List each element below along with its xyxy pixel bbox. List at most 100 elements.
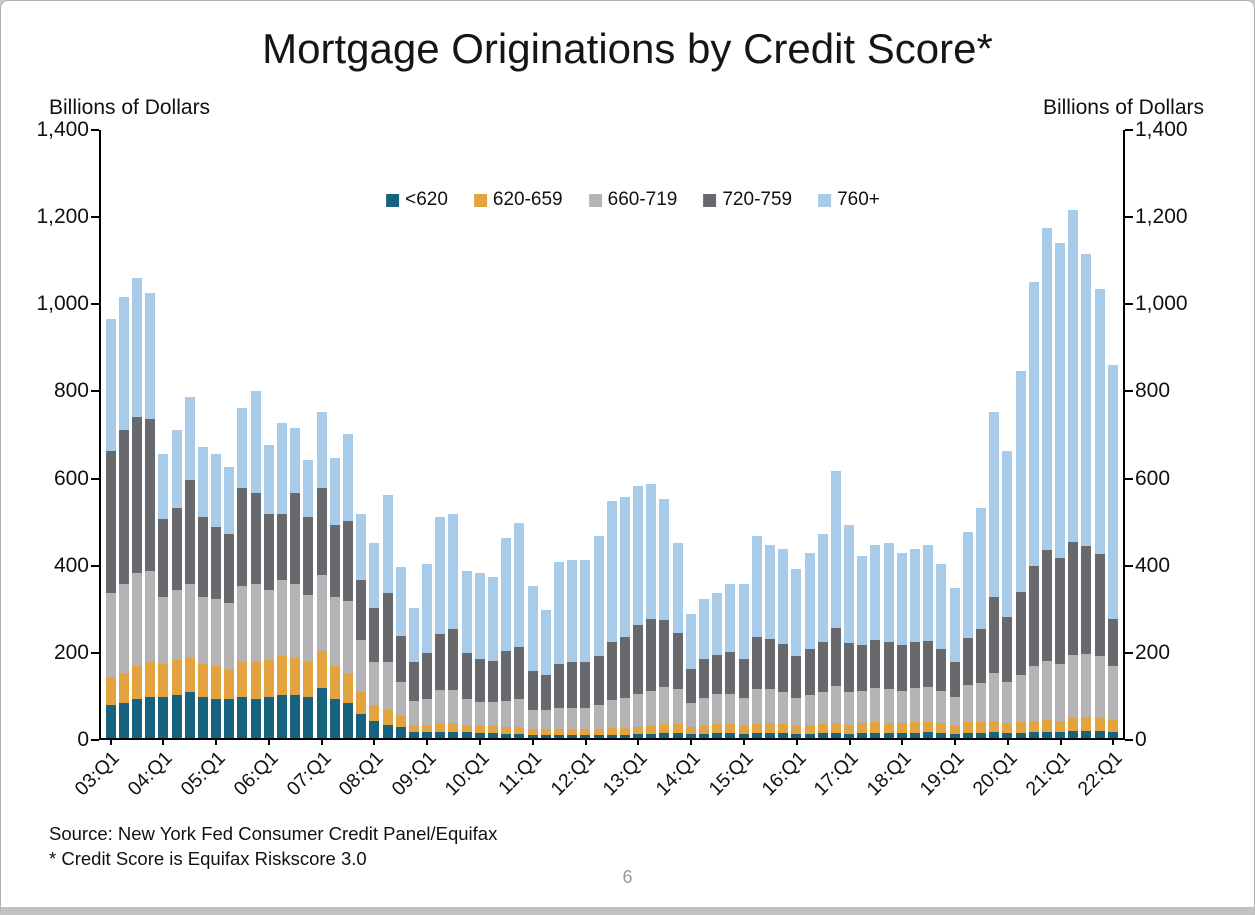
bar	[580, 130, 591, 738]
bar-segment	[764, 544, 775, 639]
x-tick-label: 15:Q1	[704, 747, 758, 801]
bar-segment	[751, 732, 762, 738]
bar	[593, 130, 604, 738]
bar-segment	[791, 697, 802, 726]
bar-segment	[514, 727, 525, 734]
legend-label: 660-719	[607, 189, 678, 210]
bar	[408, 130, 419, 738]
bar-segment	[422, 564, 433, 654]
bar	[857, 130, 868, 738]
bar-segment	[659, 687, 670, 725]
bar-segment	[290, 583, 301, 658]
bar-segment	[1068, 655, 1079, 719]
bar-segment	[949, 733, 960, 738]
legend: <620 620-659 660-719 720-759 760+	[386, 189, 880, 211]
bar-segment	[685, 668, 696, 704]
x-tick-label: 14:Q1	[651, 747, 705, 801]
bar-segment	[290, 657, 301, 695]
bar-segment	[1081, 654, 1092, 718]
bar-segment	[316, 651, 327, 689]
bar-segment	[936, 723, 947, 733]
bar-segment	[514, 523, 525, 647]
bar	[277, 130, 288, 738]
bar-segment	[1081, 253, 1092, 546]
bar-segment	[488, 726, 499, 733]
bar-segment	[382, 709, 393, 725]
bar-segment	[712, 693, 723, 725]
bar-segment	[896, 690, 907, 724]
bar-segment	[369, 542, 380, 608]
bar-segment	[699, 697, 710, 726]
bar-segment	[804, 553, 815, 650]
bar-segment	[171, 507, 182, 591]
bar-segment	[118, 703, 129, 738]
bar-segment	[725, 732, 736, 738]
bar-segment	[844, 725, 855, 734]
bar	[1041, 130, 1052, 738]
bar-segment	[184, 583, 195, 658]
chart-title: Mortgage Originations by Credit Score*	[262, 25, 993, 72]
bar-segment	[870, 722, 881, 733]
bar-segment	[633, 726, 644, 734]
bar-segment	[989, 412, 1000, 597]
bar-segment	[830, 686, 841, 724]
bar-segment	[606, 501, 617, 642]
bar-segment	[118, 297, 129, 430]
bar-segment	[105, 677, 116, 706]
bar-segment	[1028, 720, 1039, 732]
bar-segment	[395, 727, 406, 738]
bar	[606, 130, 617, 738]
x-tick-mark	[215, 738, 218, 745]
bar-segment	[659, 732, 670, 738]
legend-swatch	[473, 193, 487, 207]
bar-segment	[145, 292, 156, 419]
bar-segment	[1015, 732, 1026, 738]
bar	[791, 130, 802, 738]
bar-segment	[857, 732, 868, 738]
bar-segment	[184, 692, 195, 738]
bar	[105, 130, 116, 738]
bar-segment	[342, 434, 353, 521]
bar-segment	[237, 662, 248, 697]
legend-swatch	[818, 193, 832, 207]
bar-segment	[738, 658, 749, 698]
bar-segment	[369, 720, 380, 738]
bar-segment	[1028, 731, 1039, 738]
legend-label: 760+	[837, 189, 880, 210]
bar-segment	[923, 641, 934, 687]
bar-segment	[1107, 666, 1118, 720]
bar	[435, 130, 446, 738]
y-axis-unit-right: Billions of Dollars	[1042, 96, 1204, 119]
x-tick-mark	[795, 738, 798, 745]
bar-segment	[158, 664, 169, 697]
bar-segment	[342, 703, 353, 738]
bar-segment	[527, 670, 538, 710]
bar-segment	[527, 709, 538, 730]
bar-segment	[211, 666, 222, 699]
bar-segment	[553, 734, 564, 738]
bar-segment	[250, 390, 261, 493]
bar-segment	[936, 564, 947, 650]
bar-segment	[725, 724, 736, 733]
bar-segment	[171, 659, 182, 695]
bar-segment	[224, 533, 235, 604]
bar-segment	[923, 721, 934, 732]
x-tick-mark	[637, 738, 640, 745]
bar-segment	[778, 643, 789, 692]
bar-segment	[1055, 557, 1066, 665]
bar-segment	[567, 729, 578, 735]
bar-segment	[725, 693, 736, 725]
x-tick-mark	[267, 738, 270, 745]
bar-segment	[488, 661, 499, 703]
x-tick-mark	[584, 738, 587, 745]
bar-segment	[474, 702, 485, 727]
bar-segment	[1002, 732, 1013, 738]
bar-segment	[211, 698, 222, 738]
bar-segment	[303, 662, 314, 697]
bar-segment	[237, 586, 248, 663]
bar-segment	[567, 662, 578, 708]
bar-segment	[619, 637, 630, 699]
bar-segment	[699, 725, 710, 734]
bar-segment	[791, 656, 802, 698]
bar	[989, 130, 1000, 738]
